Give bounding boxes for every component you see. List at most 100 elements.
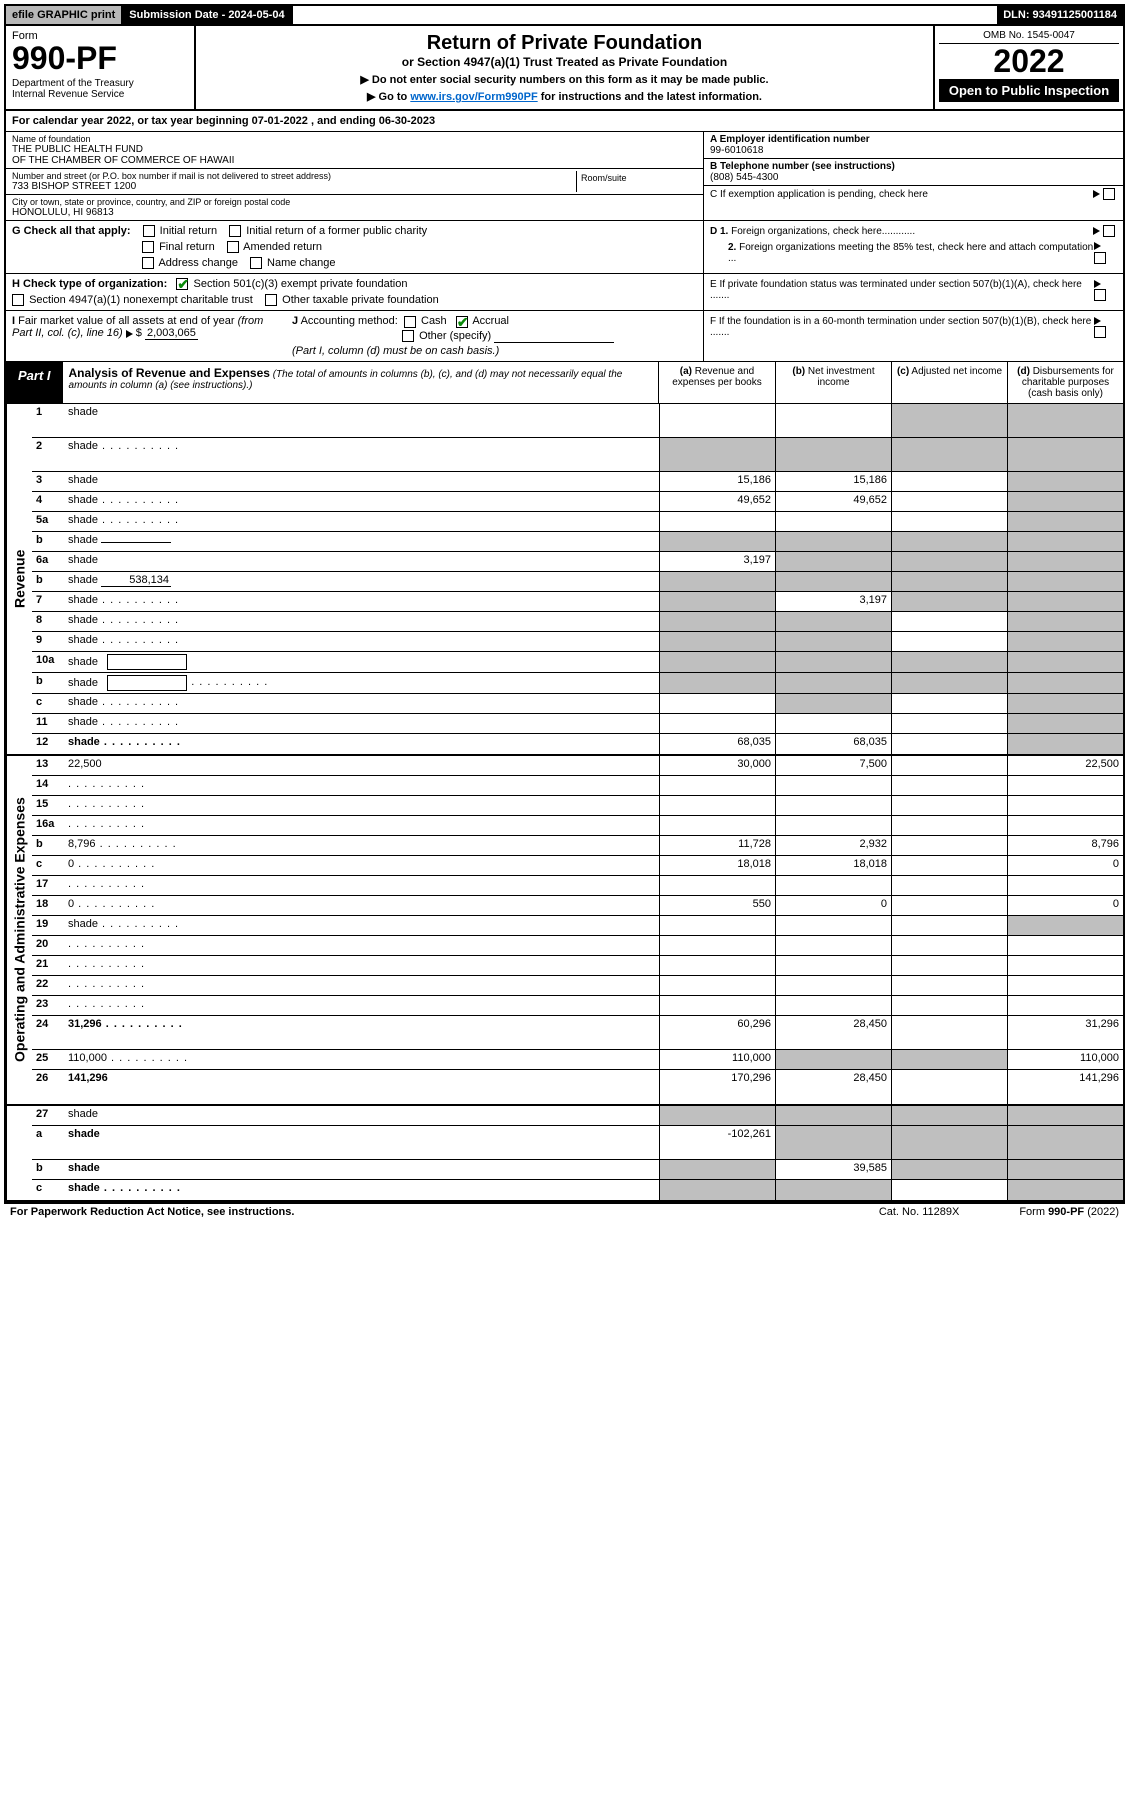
amount-cell-shaded — [1007, 438, 1123, 471]
arrow-icon — [1093, 190, 1100, 198]
amount-cell: 7,500 — [775, 756, 891, 775]
amount-cell — [891, 734, 1007, 754]
line-description: shade — [64, 532, 659, 551]
amount-cell-shaded — [775, 652, 891, 672]
col-c-head: (c) Adjusted net income — [891, 362, 1007, 403]
e-checkbox[interactable] — [1094, 289, 1106, 301]
amount-cell-shaded — [891, 572, 1007, 591]
amount-cell — [659, 916, 775, 935]
h-501c3-checkbox[interactable] — [176, 278, 188, 290]
amount-cell — [891, 1070, 1007, 1104]
foundation-name-cell: Name of foundation THE PUBLIC HEALTH FUN… — [6, 132, 703, 169]
line-row: ashade-102,261 — [32, 1126, 1123, 1160]
line-row: 17 — [32, 876, 1123, 896]
amount-cell: 28,450 — [775, 1070, 891, 1104]
arrow-icon — [126, 330, 133, 338]
amount-cell — [1007, 876, 1123, 895]
amount-cell-shaded — [891, 652, 1007, 672]
line-description: shade — [64, 1106, 659, 1125]
amount-cell — [775, 796, 891, 815]
line-description: 110,000 — [64, 1050, 659, 1069]
line-number: 4 — [32, 492, 64, 511]
line-description: shade — [64, 714, 659, 733]
amount-cell — [1007, 956, 1123, 975]
tel-value: (808) 545-4300 — [710, 172, 1117, 183]
amount-cell — [1007, 776, 1123, 795]
g-initial-label: Initial return — [160, 225, 217, 237]
line-description: shade — [64, 512, 659, 531]
amount-cell: 110,000 — [1007, 1050, 1123, 1069]
amount-cell-shaded — [1007, 652, 1123, 672]
line-description: shade — [64, 916, 659, 935]
j-other-checkbox[interactable] — [402, 330, 414, 342]
h-other-checkbox[interactable] — [265, 294, 277, 306]
amount-cell: 550 — [659, 896, 775, 915]
open-public-badge: Open to Public Inspection — [939, 79, 1119, 102]
line-description: shade — [64, 734, 659, 754]
g-initial-former-checkbox[interactable] — [229, 225, 241, 237]
d1-checkbox[interactable] — [1103, 225, 1115, 237]
amount-cell-shaded — [659, 592, 775, 611]
amount-cell-shaded — [891, 592, 1007, 611]
line-number: 10a — [32, 652, 64, 672]
efile-print-button[interactable]: efile GRAPHIC print — [6, 6, 123, 24]
form990pf-link[interactable]: www.irs.gov/Form990PF — [410, 91, 537, 103]
line-row: 11shade — [32, 714, 1123, 734]
amount-cell-shaded — [891, 552, 1007, 571]
j-cash-checkbox[interactable] — [404, 316, 416, 328]
amount-cell: 31,296 — [1007, 1016, 1123, 1049]
amount-cell-shaded — [891, 1160, 1007, 1179]
amount-cell — [891, 856, 1007, 875]
ein-cell: A Employer identification number 99-6010… — [704, 132, 1123, 159]
line-row: 20 — [32, 936, 1123, 956]
amount-cell: 68,035 — [775, 734, 891, 754]
city-label: City or town, state or province, country… — [12, 197, 697, 207]
g-initial-checkbox[interactable] — [143, 225, 155, 237]
h-4947-checkbox[interactable] — [12, 294, 24, 306]
amount-cell: 110,000 — [659, 1050, 775, 1069]
line-row: bshade — [32, 532, 1123, 552]
amount-cell-shaded — [775, 572, 891, 591]
line-number: 26 — [32, 1070, 64, 1104]
line-row: 1shade — [32, 404, 1123, 438]
amount-cell — [891, 836, 1007, 855]
g-amended-checkbox[interactable] — [227, 241, 239, 253]
line-description — [64, 796, 659, 815]
line-number: 17 — [32, 876, 64, 895]
form-header: Form 990-PF Department of the Treasury I… — [6, 26, 1123, 111]
ein-label: A Employer identification number — [710, 134, 1117, 145]
net-side-spacer — [6, 1106, 32, 1200]
line-number: 19 — [32, 916, 64, 935]
amount-cell: 0 — [1007, 896, 1123, 915]
amount-cell — [659, 816, 775, 835]
form-number: 990-PF — [12, 42, 188, 74]
g-addr-checkbox[interactable] — [142, 257, 154, 269]
col-d-head: (d) Disbursements for charitable purpose… — [1007, 362, 1123, 403]
g-name-label: Name change — [267, 257, 336, 269]
amount-cell — [775, 916, 891, 935]
amount-cell-shaded — [891, 532, 1007, 551]
amount-cell — [891, 714, 1007, 733]
g-final-checkbox[interactable] — [142, 241, 154, 253]
j-accrual-checkbox[interactable] — [456, 316, 468, 328]
g-name-checkbox[interactable] — [250, 257, 262, 269]
amount-cell — [775, 816, 891, 835]
line-row: bshade — [32, 673, 1123, 694]
amount-cell: 30,000 — [659, 756, 775, 775]
amount-cell: 15,186 — [775, 472, 891, 491]
line-number: 11 — [32, 714, 64, 733]
d2-checkbox[interactable] — [1094, 252, 1106, 264]
f-checkbox[interactable] — [1094, 326, 1106, 338]
amount-cell — [659, 956, 775, 975]
amount-cell-shaded — [1007, 552, 1123, 571]
amount-cell — [659, 936, 775, 955]
c-checkbox[interactable] — [1103, 188, 1115, 200]
line-number: 1 — [32, 404, 64, 437]
line-number: 27 — [32, 1106, 64, 1125]
amount-cell-shaded — [891, 438, 1007, 471]
line-row: 15 — [32, 796, 1123, 816]
line-number: c — [32, 856, 64, 875]
line-row: b8,79611,7282,9328,796 — [32, 836, 1123, 856]
line-row: 2shade — [32, 438, 1123, 472]
line-row: 12shade68,03568,035 — [32, 734, 1123, 754]
